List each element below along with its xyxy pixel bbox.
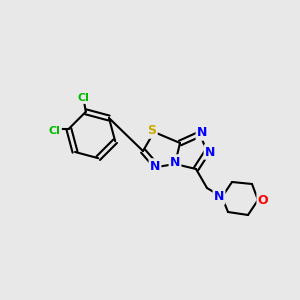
Text: N: N bbox=[214, 190, 224, 203]
Text: S: S bbox=[148, 124, 157, 137]
Text: Cl: Cl bbox=[49, 126, 61, 136]
Text: N: N bbox=[205, 146, 215, 158]
Text: O: O bbox=[258, 194, 268, 206]
Text: N: N bbox=[150, 160, 160, 172]
Text: N: N bbox=[197, 127, 207, 140]
Text: Cl: Cl bbox=[78, 93, 90, 103]
Text: N: N bbox=[170, 155, 180, 169]
